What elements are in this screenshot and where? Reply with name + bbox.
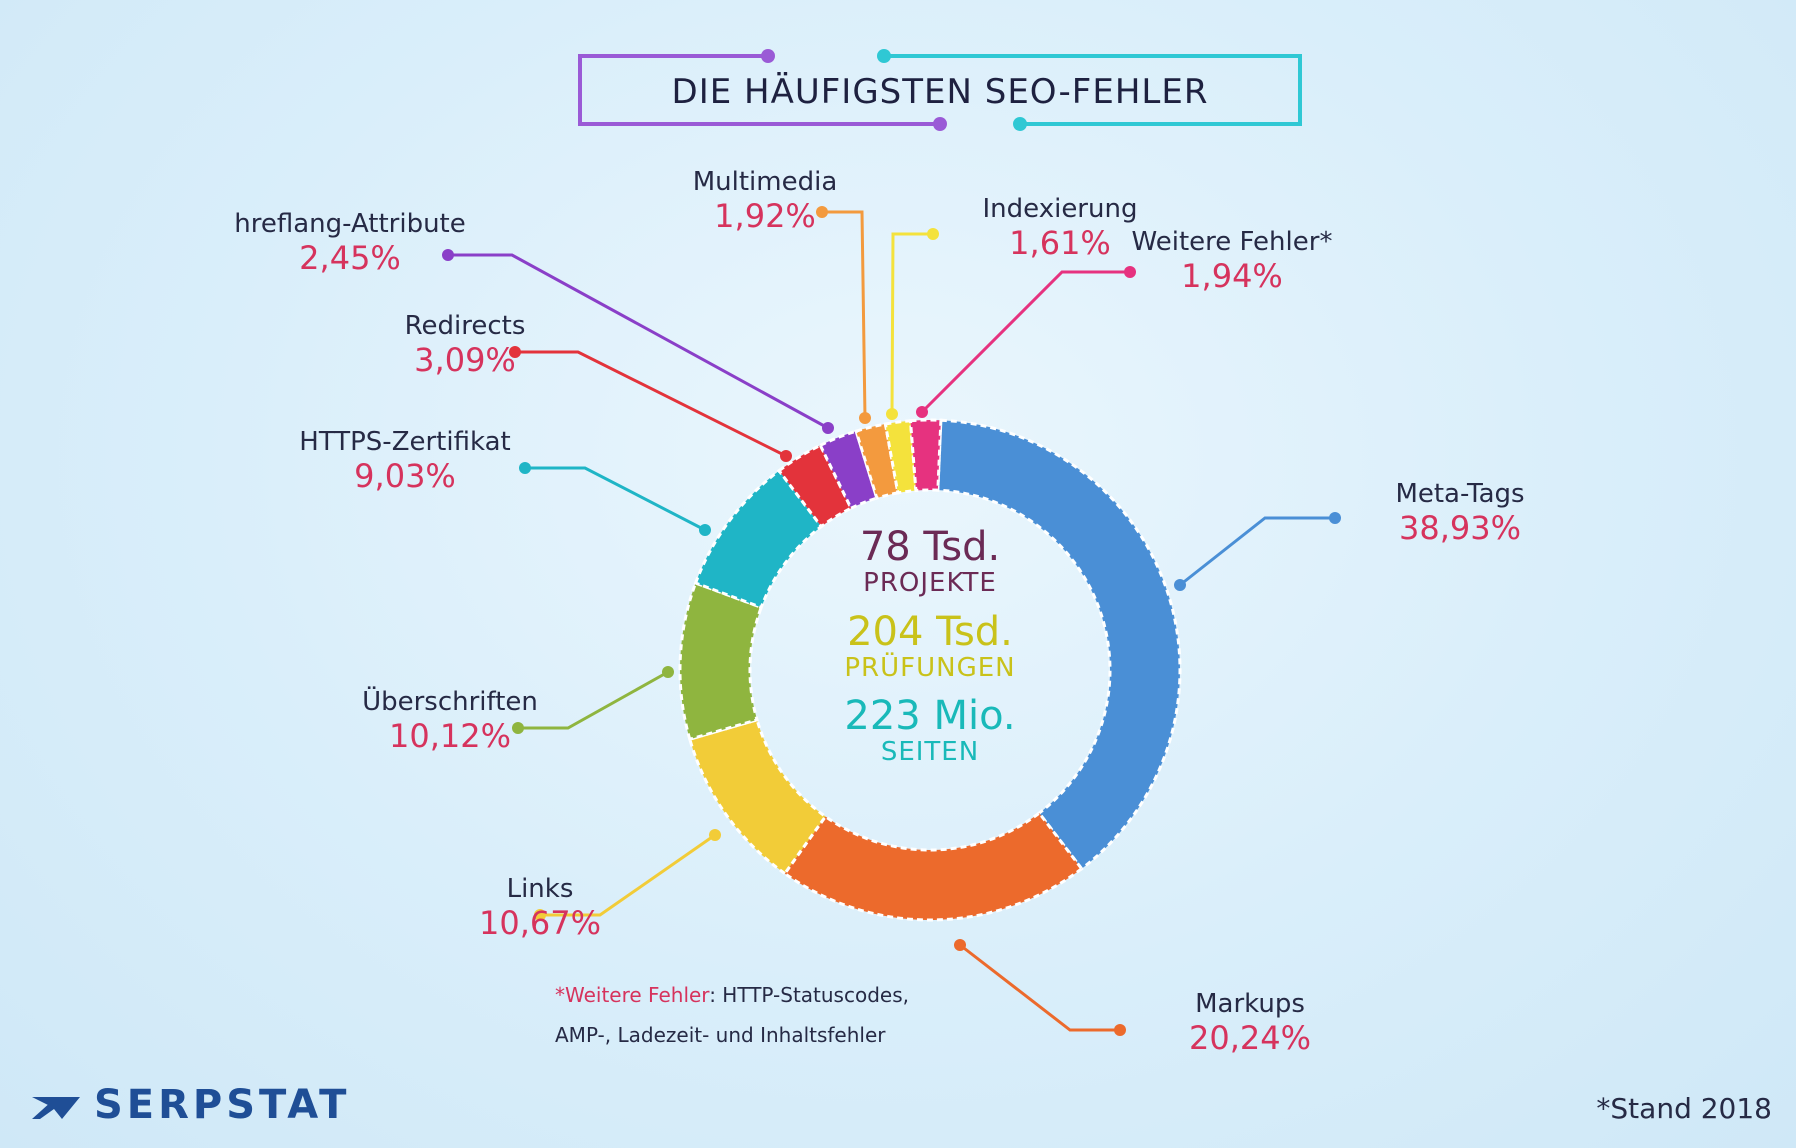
value-label-1: 20,24% [1188,1018,1311,1057]
serpstat-logo-icon [32,1097,80,1119]
leader-dot-7-1 [816,206,828,218]
slice-6 [818,429,879,511]
leader-dot-4-1 [519,462,531,474]
checks-value: 204 Tsd. [847,608,1013,655]
brand-name: SERPSTAT [94,1082,351,1128]
leader-dot-7-0 [859,412,871,424]
category-label-7: Multimedia [692,167,838,197]
value-label-6: 2,45% [299,238,401,277]
category-label-2: Links [506,874,574,904]
leader-line-6 [448,253,829,430]
value-label-2: 10,67% [478,903,601,942]
data-label-4: HTTPS-Zertifikat 9,03% [285,427,525,495]
leader-dot-2-1 [534,909,546,921]
slice-5 [776,443,854,529]
leader-line-9 [920,270,1130,414]
leader-dot-3-1 [512,722,524,734]
projects-label: PROJEKTE [863,568,997,598]
footnote-line1: : HTTP-Statuscodes, [709,983,909,1007]
category-label-3: Überschriften [362,687,538,717]
leader-dot-6-1 [442,249,454,261]
data-label-6: hreflang-Attribute 2,45% [230,209,470,277]
leader-dot-8-1 [927,228,939,240]
leader-dot-5-1 [509,346,521,358]
category-label-1: Markups [1195,989,1305,1019]
category-label-6: hreflang-Attribute [234,209,466,239]
data-label-8: Indexierung 1,61% [940,194,1180,262]
slice-1 [782,810,1084,922]
leader-line-4 [525,466,706,532]
leader-dot-0-1 [1329,512,1341,524]
slice-9 [908,418,943,493]
category-label-4: HTTPS-Zertifikat [299,427,511,457]
slice-0 [936,418,1182,871]
category-label-9: Weitere Fehler* [1131,227,1333,257]
footnote: *Weitere Fehler: HTTP-Statuscodes, AMP-,… [555,975,909,1055]
leader-line-3 [518,670,669,730]
leader-dot-4-0 [699,524,711,536]
chart-title: DIE HÄUFIGSTEN SEO-FEHLER [671,72,1209,112]
leader-line-7 [822,210,867,419]
data-label-2: Links 10,67% [420,874,660,942]
leader-dot-9-1 [1124,266,1136,278]
projects-value: 78 Tsd. [859,524,1001,570]
category-label-5: Redirects [404,311,526,341]
data-label-0: Meta-Tags 38,93% [1340,479,1580,547]
value-label-3: 10,12% [388,716,511,755]
data-label-7: Multimedia 1,92% [645,167,885,235]
value-label-8: 1,61% [1009,223,1111,262]
leader-line-8 [890,232,933,415]
pages-label: SEITEN [880,737,980,768]
leader-dot-6-0 [822,422,834,434]
category-label-8: Indexierung [982,194,1138,224]
pages-value: 223 Mio. [844,693,1016,740]
serpstat-logo: SERPSTAT [28,1082,350,1128]
leader-dot-1-1 [1114,1024,1126,1036]
value-label-0: 38,93% [1398,508,1521,547]
leader-line-5 [515,350,787,458]
data-label-5: Redirects 3,09% [345,311,585,379]
leader-line-0 [1179,516,1335,587]
leader-dot-3-0 [662,666,674,678]
value-label-9: 1,94% [1181,256,1283,295]
stand-note: *Stand 2018 [1596,1092,1772,1125]
leader-dot-9-0 [916,406,928,418]
value-label-7: 1,92% [714,196,816,235]
leader-dot-5-0 [780,450,792,462]
leader-dot-8-0 [886,408,898,420]
center-stats: 78 Tsd. PROJEKTE 204 Tsd. PRÜFUNGEN 223 … [780,525,1080,779]
leader-line-2 [540,833,716,917]
leader-line-1 [959,943,1120,1032]
data-label-9: Weitere Fehler* 1,94% [1112,227,1352,295]
slice-4 [693,468,824,610]
footnote-highlight: *Weitere Fehler [555,983,710,1007]
checks-label: PRÜFUNGEN [844,652,1016,683]
slice-2 [687,717,828,876]
category-label-0: Meta-Tags [1395,479,1525,509]
leader-dot-1-0 [954,939,966,951]
value-label-5: 3,09% [414,340,516,379]
title-frame [578,49,1302,131]
footnote-line2: AMP-, Ladezeit- und Inhaltsfehler [555,1023,886,1047]
value-label-4: 9,03% [354,456,456,495]
data-label-3: Überschriften 10,12% [330,687,570,755]
leader-dot-2-0 [709,829,721,841]
slice-3 [678,581,764,742]
leader-dot-0-0 [1174,579,1186,591]
data-label-1: Markups 20,24% [1130,989,1370,1057]
